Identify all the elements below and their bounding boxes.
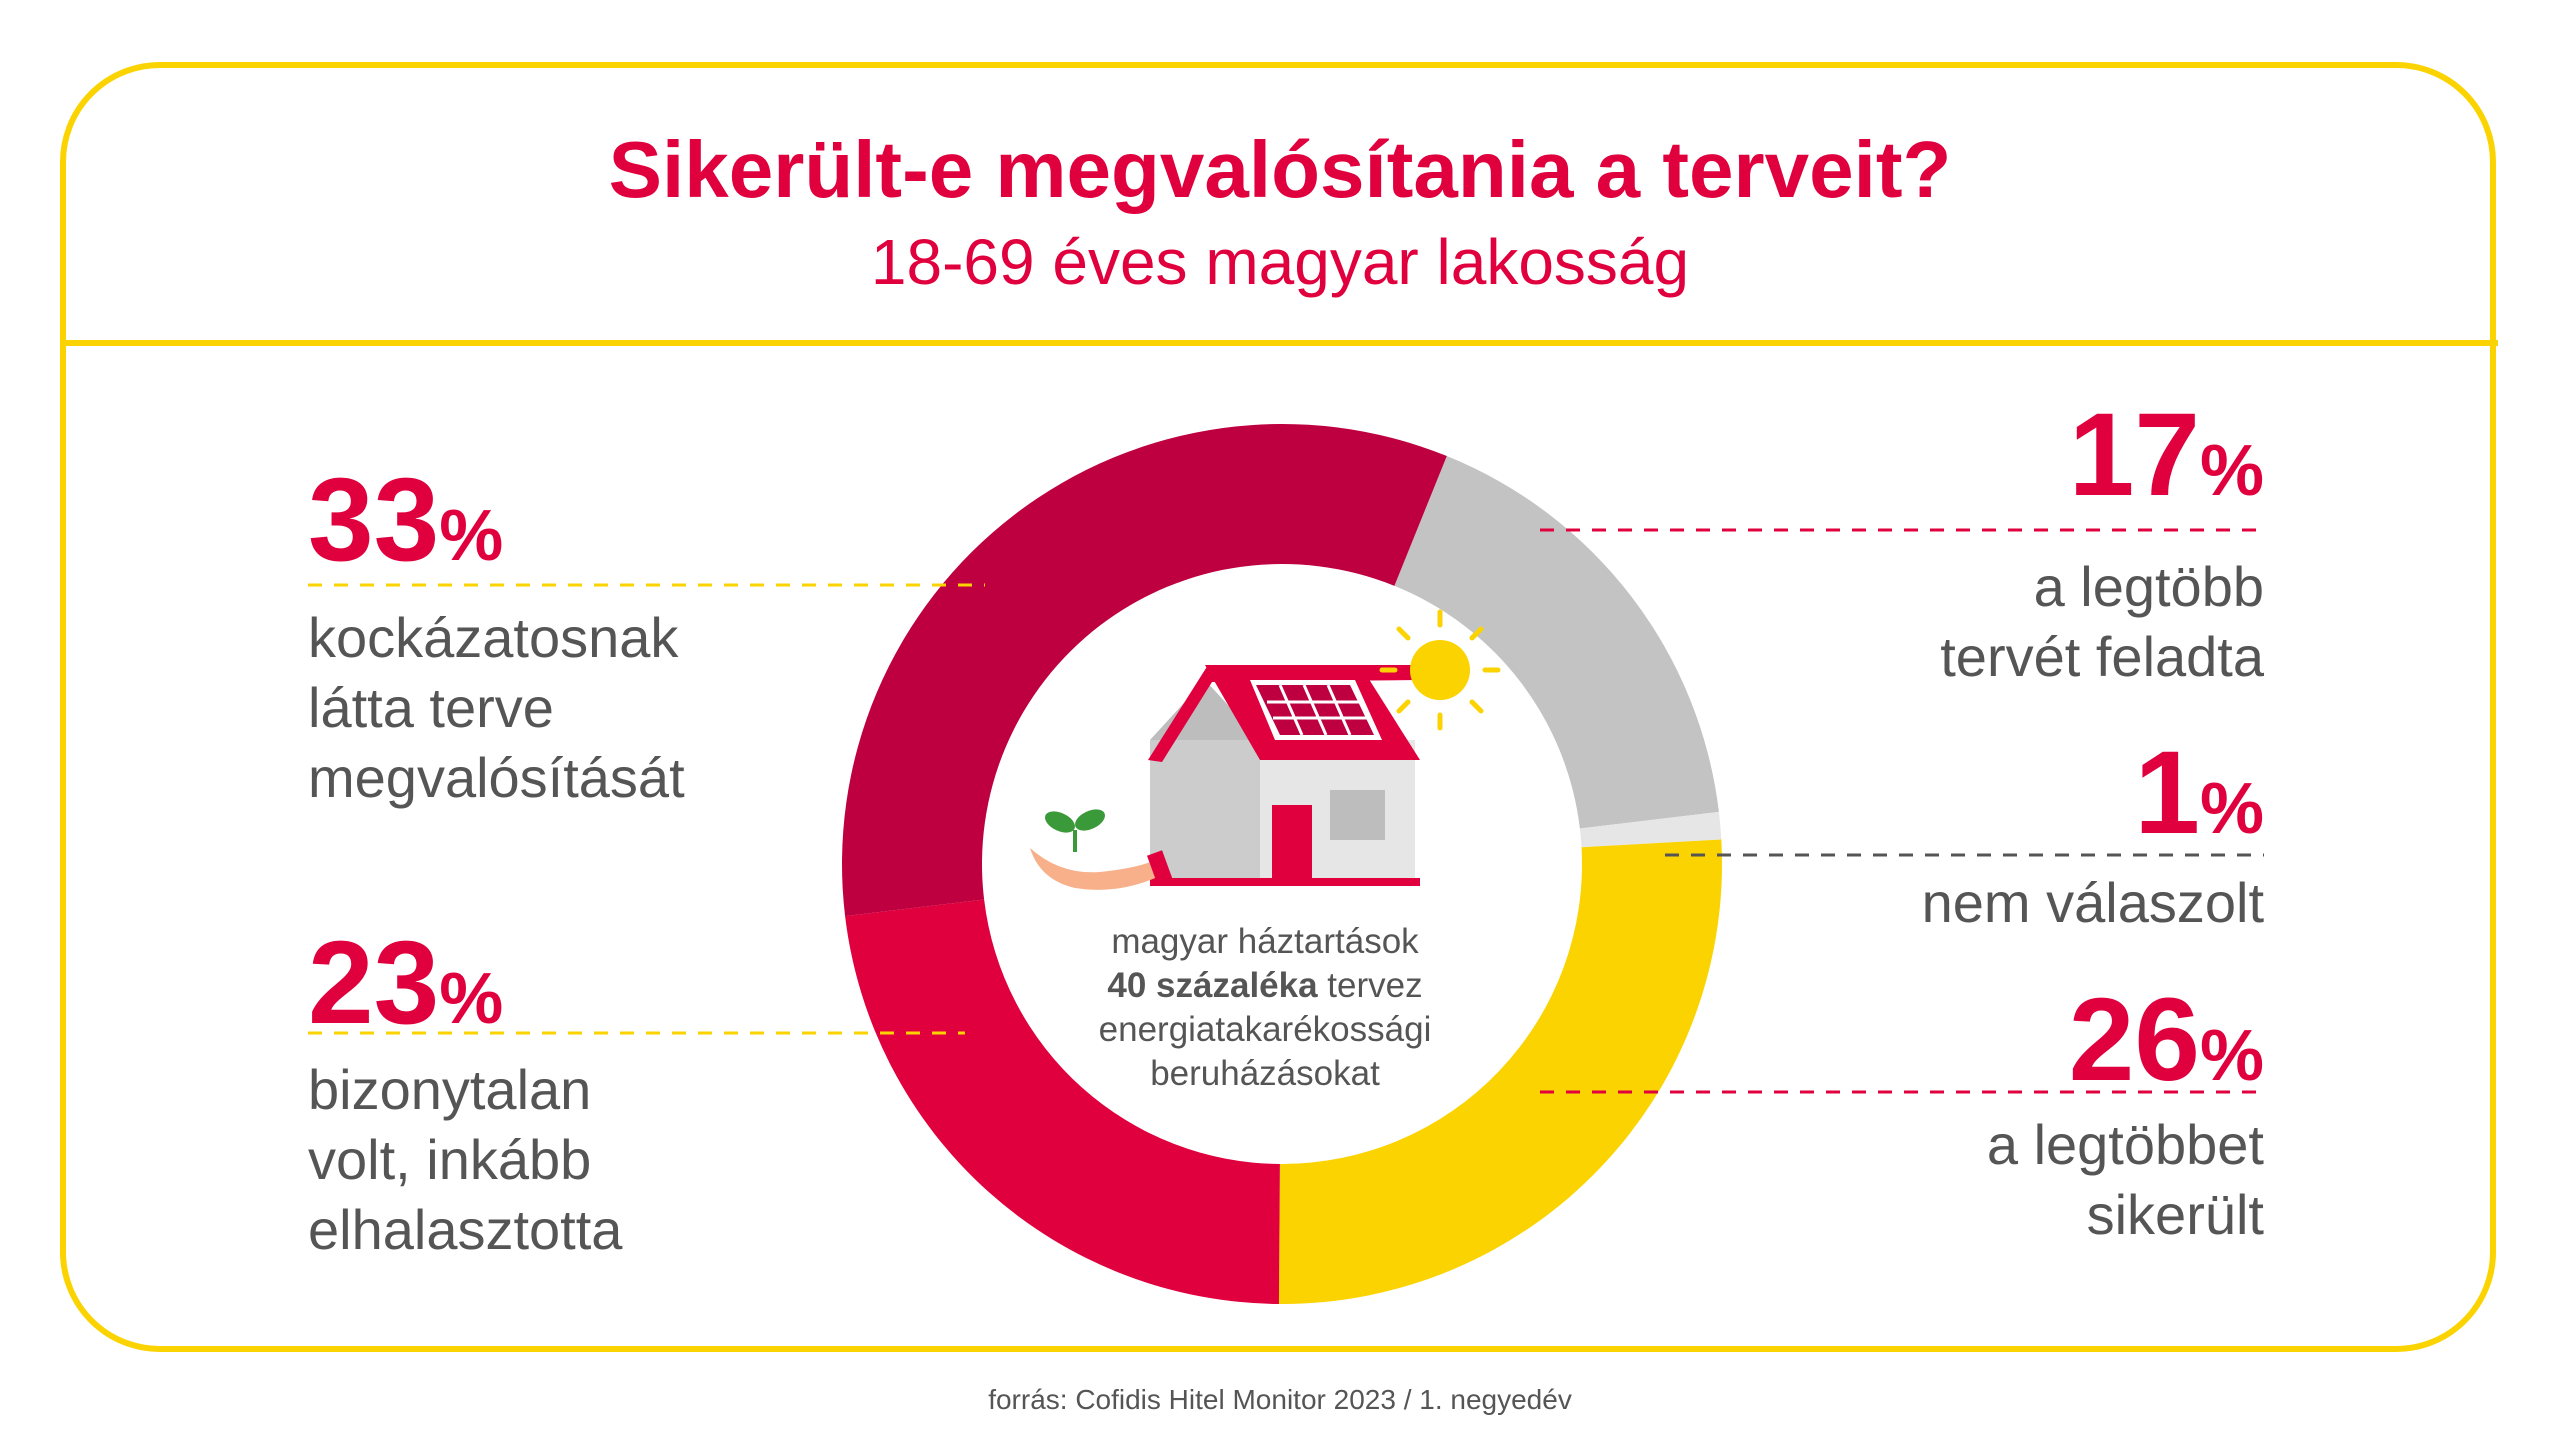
donut-slice-2 bbox=[1278, 839, 1722, 1304]
house-window bbox=[1330, 790, 1385, 840]
donut-slice-4 bbox=[841, 423, 1447, 917]
sun-icon bbox=[1379, 609, 1501, 731]
slice-label-postponed-line3: elhalasztotta bbox=[308, 1198, 623, 1261]
slice-label-gave-up: a legtöbb tervét feladta bbox=[1940, 552, 2264, 692]
slice-value-succeeded-unit: % bbox=[2199, 1016, 2264, 1096]
slice-label-postponed: bizonytalan volt, inkább elhalasztotta bbox=[308, 1055, 622, 1265]
house-base bbox=[1150, 878, 1420, 886]
slice-label-postponed-line2: volt, inkább bbox=[308, 1128, 592, 1191]
slice-value-succeeded-number: 26 bbox=[2068, 974, 2200, 1106]
center-note-bold: 40 százaléka bbox=[1107, 966, 1318, 1005]
slice-value-no-answer-number: 1 bbox=[2134, 727, 2200, 859]
donut-slice-1 bbox=[1579, 811, 1722, 848]
chart-title: Sikerült-e megvalósítania a terveit? bbox=[608, 125, 1952, 214]
slice-value-gave-up: 17% bbox=[2069, 390, 2264, 536]
slice-label-no-answer: nem válaszolt bbox=[1922, 868, 2264, 938]
slice-value-risky-number: 33 bbox=[308, 454, 440, 586]
slice-label-no-answer-line1: nem válaszolt bbox=[1921, 871, 2264, 934]
slice-label-gave-up-line2: tervét feladta bbox=[1940, 625, 2264, 688]
slice-label-succeeded-line2: sikerült bbox=[2086, 1183, 2264, 1246]
center-note-line1: magyar háztartások bbox=[1111, 922, 1419, 961]
slice-value-gave-up-unit: % bbox=[2199, 431, 2264, 511]
donut-slice-0 bbox=[1394, 456, 1719, 829]
house-door bbox=[1272, 805, 1312, 880]
slice-value-postponed: 23% bbox=[308, 918, 503, 1064]
slice-value-no-answer: 1% bbox=[2134, 728, 2264, 874]
slice-label-postponed-line1: bizonytalan bbox=[308, 1058, 592, 1121]
slice-label-risky: kockázatosnak látta terve megvalósítását bbox=[308, 603, 685, 813]
slice-label-succeeded-line1: a legtöbbet bbox=[1986, 1113, 2264, 1176]
donut-slice-3 bbox=[845, 899, 1280, 1304]
center-note-line3: energiatakarékossági bbox=[1098, 1010, 1432, 1049]
slice-value-postponed-number: 23 bbox=[308, 917, 440, 1049]
center-note-line2: 40 százaléka tervez bbox=[1045, 964, 1485, 1008]
house-illustration-icon bbox=[1148, 665, 1422, 886]
source-note: forrás: Cofidis Hitel Monitor 2023 / 1. … bbox=[988, 1384, 1572, 1415]
slice-label-succeeded: a legtöbbet sikerült bbox=[1987, 1110, 2264, 1250]
slice-value-no-answer-unit: % bbox=[2199, 769, 2264, 849]
center-note: magyar háztartások 40 százaléka tervez e… bbox=[1045, 920, 1485, 1096]
slice-value-risky-unit: % bbox=[439, 496, 504, 576]
house-roof-edge bbox=[1148, 665, 1422, 762]
slice-value-postponed-unit: % bbox=[439, 959, 504, 1039]
slice-label-risky-line2: látta terve bbox=[308, 676, 554, 739]
slice-value-gave-up-number: 17 bbox=[2068, 389, 2200, 521]
solar-panel-icon bbox=[1250, 680, 1382, 740]
card-frame bbox=[60, 62, 2496, 1352]
slice-label-risky-line1: kockázatosnak bbox=[308, 606, 679, 669]
center-note-line2-rest: tervez bbox=[1317, 966, 1423, 1005]
slice-label-risky-line3: megvalósítását bbox=[308, 746, 685, 809]
hand-with-plant-icon bbox=[1030, 809, 1173, 890]
center-note-line4: beruházásokat bbox=[1150, 1054, 1380, 1093]
header-divider bbox=[62, 340, 2498, 346]
chart-subtitle: 18-69 éves magyar lakosság bbox=[870, 226, 1690, 298]
slice-label-gave-up-line1: a legtöbb bbox=[2033, 555, 2264, 618]
slice-value-succeeded: 26% bbox=[2069, 975, 2264, 1121]
slice-value-risky: 33% bbox=[308, 455, 503, 601]
house-wall-side bbox=[1150, 740, 1260, 880]
